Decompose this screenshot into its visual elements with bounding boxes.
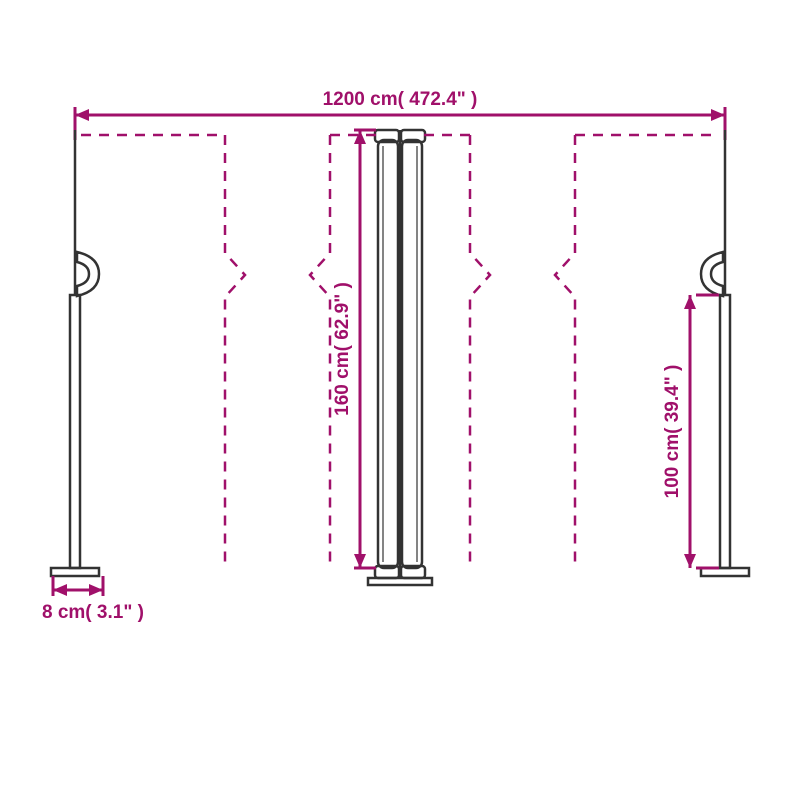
post-base bbox=[51, 568, 99, 576]
fabric-fold-line bbox=[225, 135, 245, 565]
center-cassette-right bbox=[402, 140, 422, 568]
width-label: 1200 cm( 472.4" ) bbox=[323, 89, 478, 110]
base-width-label: 8 cm( 3.1" ) bbox=[42, 602, 144, 623]
dimension-diagram: 1200 cm( 472.4" ) 160 cm( 62.9" ) 100 cm( … bbox=[0, 0, 800, 800]
fabric-fold-line bbox=[470, 135, 490, 565]
pull-handle bbox=[701, 252, 723, 296]
fabric-fold-line bbox=[555, 135, 575, 565]
side-post bbox=[70, 295, 80, 568]
fabric-fold-line bbox=[310, 135, 330, 565]
post-height-label: 100 cm( 39.4" ) bbox=[662, 365, 683, 499]
height-label: 160 cm( 62.9" ) bbox=[332, 282, 353, 416]
pull-handle bbox=[77, 252, 99, 296]
side-post bbox=[720, 295, 730, 568]
center-cassette-left bbox=[378, 140, 398, 568]
